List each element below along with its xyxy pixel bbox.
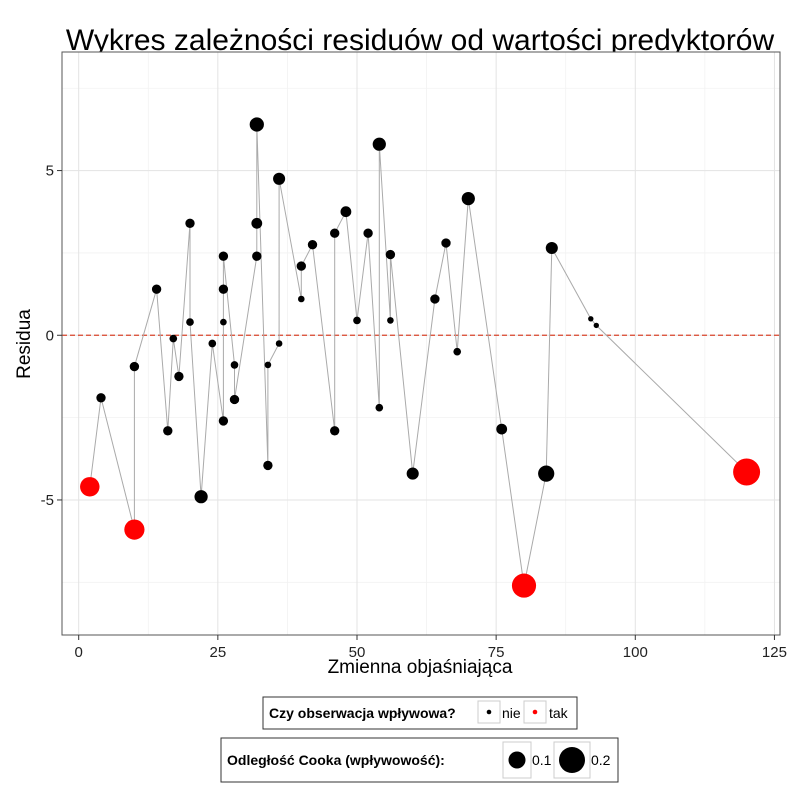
legend-label-02: 0.2 [591, 752, 611, 768]
data-point [387, 317, 394, 324]
data-point [340, 206, 352, 218]
data-point [441, 238, 451, 248]
data-point [593, 322, 599, 329]
data-point [430, 294, 440, 304]
data-point [263, 460, 273, 471]
data-point [249, 117, 264, 132]
data-point-influential [733, 458, 761, 486]
data-point [496, 423, 508, 435]
major-gridlines [62, 52, 780, 635]
x-tick-label: 50 [349, 644, 366, 661]
minor-gridlines [62, 52, 780, 635]
data-point [208, 339, 217, 348]
x-axis-ticks: 0 25 50 75 100 125 [75, 635, 787, 661]
x-tick-label: 100 [623, 644, 648, 661]
legend-influential-title: Czy obserwacja wpływowa? [269, 705, 456, 721]
legend-key-tak [532, 709, 538, 715]
legend-key-box-01 [502, 741, 532, 779]
data-point [129, 361, 140, 372]
data-point [169, 334, 178, 343]
data-point [545, 241, 558, 255]
data-point [363, 228, 373, 238]
plot-panel [61, 51, 781, 636]
data-point [461, 191, 475, 206]
legend-key-01 [508, 751, 526, 769]
y-axis-title: Residua [14, 309, 35, 379]
data-point [330, 228, 340, 238]
plot-frame [61, 51, 781, 636]
x-tick-label: 125 [762, 644, 787, 661]
y-axis-ticks: -5 0 5 [41, 163, 62, 509]
legend-label-tak: tak [549, 705, 569, 721]
y-tick-label: 5 [46, 163, 54, 180]
data-point [406, 467, 419, 480]
data-point [218, 284, 229, 294]
data-point [230, 361, 239, 369]
x-tick-label: 0 [75, 644, 83, 661]
data-point [220, 318, 227, 326]
data-point [229, 394, 240, 405]
x-tick-label: 75 [488, 644, 505, 661]
data-point [372, 137, 386, 151]
data-point [96, 393, 106, 403]
legend-cook-box [220, 737, 619, 783]
x-axis-title: Zmienna objaśniająca [328, 657, 513, 678]
data-point-influential [124, 519, 145, 540]
data-point [385, 249, 396, 260]
data-point [538, 465, 555, 482]
data-point [252, 251, 262, 261]
legend-cook-distance: Odległość Cooka (wpływowość): 0.1 0.2 [220, 737, 619, 783]
data-point-influential [80, 477, 100, 497]
y-tick-label: -5 [41, 492, 54, 509]
data-point [218, 251, 229, 261]
y-tick-label: 0 [46, 327, 54, 344]
data-point [264, 361, 272, 369]
x-tick-label: 25 [210, 644, 227, 661]
data-point [588, 316, 594, 322]
data-point [353, 316, 361, 325]
legend-influential: Czy obserwacja wpływowa? nie tak [262, 696, 578, 730]
data-point [275, 340, 283, 347]
data-point [163, 426, 173, 436]
data-point [296, 261, 306, 271]
data-point [307, 240, 318, 250]
data-point [185, 218, 195, 228]
data-point [453, 347, 462, 356]
data-point [297, 295, 305, 303]
data-point [330, 426, 340, 436]
data-point [218, 416, 229, 426]
legend-label-01: 0.1 [532, 752, 552, 768]
data-point [174, 371, 184, 382]
data-points [80, 117, 761, 598]
data-point [375, 403, 384, 412]
data-point-influential [511, 573, 537, 598]
legend-cook-title: Odległość Cooka (wpływowość): [227, 752, 445, 768]
data-point [273, 172, 286, 185]
data-point [186, 318, 194, 326]
data-point [194, 490, 208, 504]
legend-key-02 [559, 747, 585, 773]
legend-label-nie: nie [502, 705, 521, 721]
data-point [251, 217, 263, 229]
data-point [151, 284, 162, 294]
legend-key-nie [486, 709, 492, 715]
